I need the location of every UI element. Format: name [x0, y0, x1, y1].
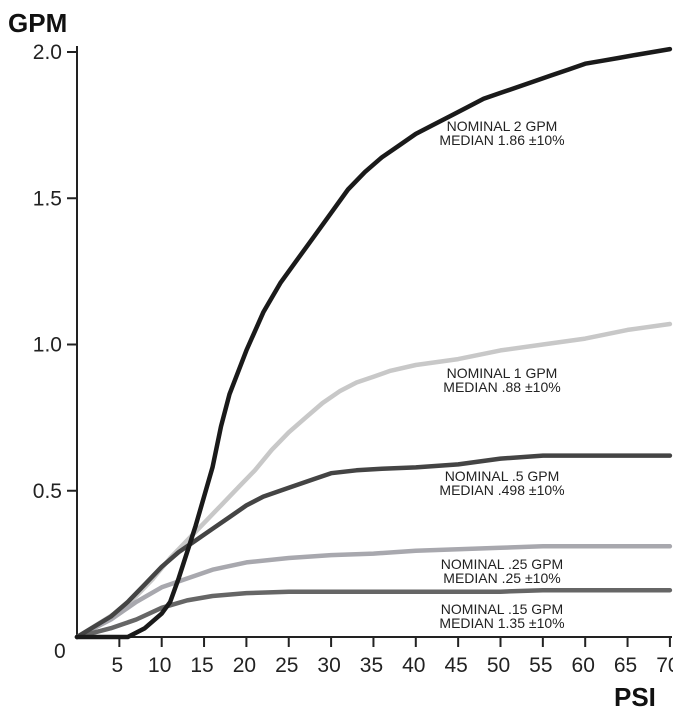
- x-tick-label: 65: [614, 654, 637, 677]
- series-annotation-4: NOMINAL .15 GPM: [441, 601, 563, 617]
- series-line-4: [74, 587, 673, 640]
- series-line-2: [74, 453, 673, 640]
- series-annotation-4: MEDIAN 1.35 ±10%: [439, 615, 564, 631]
- y-tick-label: 0.5: [33, 480, 62, 503]
- series-annotation-1: MEDIAN .88 ±10%: [443, 379, 560, 395]
- x-tick-label: 45: [444, 654, 467, 677]
- series-annotation-2: NOMINAL .5 GPM: [445, 468, 560, 484]
- series-annotation-0: MEDIAN 1.86 ±10%: [439, 132, 564, 148]
- origin-label: 0: [54, 640, 66, 663]
- x-tick-label: 55: [529, 654, 552, 677]
- x-tick-label: 30: [317, 654, 340, 677]
- series-annotation-0: NOMINAL 2 GPM: [447, 118, 558, 134]
- y-tick-label: 2.0: [33, 41, 62, 64]
- x-tick-label: 15: [190, 654, 213, 677]
- y-tick-label: 1.5: [33, 187, 62, 210]
- x-tick-label: 25: [275, 654, 298, 677]
- x-tick-label: 10: [148, 654, 171, 677]
- x-axis-title: PSI: [614, 682, 656, 711]
- series-annotation-3: MEDIAN .25 ±10%: [443, 570, 560, 586]
- x-ticks: 5 10 15 20 25 30 35 40 45 50 55 60 65 70: [112, 637, 673, 677]
- series-line-0: [74, 46, 673, 640]
- y-ticks: 0.5 1.0 1.5 2.0: [33, 41, 77, 503]
- series-annotation-3: NOMINAL .25 GPM: [441, 556, 563, 572]
- x-tick-label: 60: [572, 654, 595, 677]
- y-tick-label: 1.0: [33, 334, 62, 357]
- x-tick-label: 50: [487, 654, 510, 677]
- x-tick-label: 5: [112, 654, 124, 677]
- y-axis-title: GPM: [8, 8, 67, 38]
- series-annotation-2: MEDIAN .498 ±10%: [439, 482, 564, 498]
- series-annotation-1: NOMINAL 1 GPM: [447, 365, 558, 381]
- x-tick-label: 20: [233, 654, 256, 677]
- x-tick-label: 40: [402, 654, 425, 677]
- x-tick-label: 35: [360, 654, 383, 677]
- series-lines: [74, 46, 673, 640]
- series-line-3: [74, 544, 673, 640]
- x-tick-label: 70: [656, 654, 673, 677]
